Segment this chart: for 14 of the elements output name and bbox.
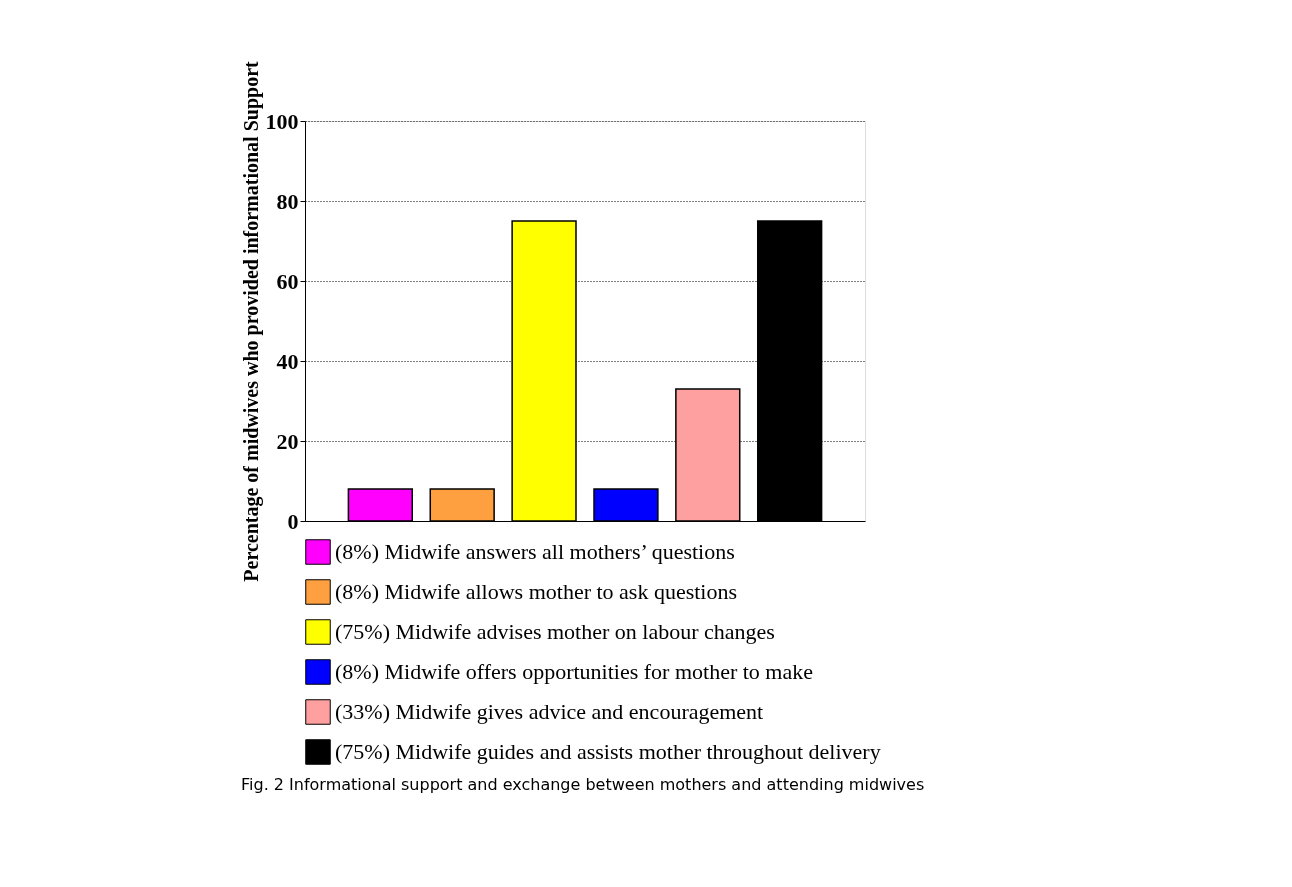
y-tick-label: 40 [276,348,299,374]
y-tick-label: 80 [276,188,299,214]
y-tick-label: 100 [265,108,299,134]
legend-label: (75%) Midwife advises mother on labour changes [335,619,775,644]
caption: Fig. 2 Informational support and exchange between mothers and attending midwives [241,775,925,794]
legend-label: (8%) Midwife allows mother to ask questions [335,579,738,604]
legend-label: (33%) Midwife gives advice and encouragement [335,699,764,724]
legend-label: (75%) Midwife guides and assists mother throughout delivery [335,739,881,764]
y-tick-label: 60 [276,268,299,294]
y-tick-label: 20 [276,428,299,454]
legend-label: (8%) Midwife offers opportunities for mother to make [335,659,813,684]
y-axis-title: Percentage of midwives who provided informational Support [239,60,263,582]
legend-label: (8%) Midwife answers all mothers’ questions [335,539,735,564]
y-tick-label: 0 [287,508,299,534]
